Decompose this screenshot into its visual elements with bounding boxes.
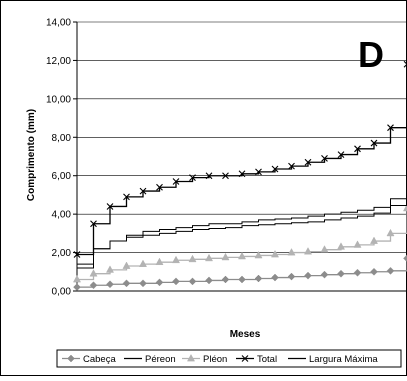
y-tick-label: 4,00 (52, 210, 72, 221)
legend: Cabeça Péreon Pléon Total Largura Máxima (57, 350, 401, 367)
legend-label-cabeca: Cabeça (83, 354, 116, 365)
y-tick-label: 6,00 (52, 171, 72, 182)
legend-label-pereon: Péreon (145, 354, 176, 365)
legend-label-largura-maxima: Largura Máxima (309, 354, 378, 365)
y-tick-label: 10,00 (46, 94, 71, 105)
y-tick-label: 14,00 (46, 18, 71, 29)
legend-label-pleon: Pléon (203, 354, 227, 365)
x-axis-label: Meses (230, 329, 261, 340)
y-tick-label: 8,00 (52, 133, 72, 144)
y-tick-label: 0,00 (52, 287, 72, 298)
y-tick-label: 12,00 (46, 56, 71, 67)
legend-label-total: Total (257, 354, 277, 365)
legend-items: Cabeça Péreon Pléon Total Largura Máxima (62, 354, 378, 365)
y-axis-label: Comprimento (mm) (26, 109, 37, 201)
panel-label: D (358, 34, 384, 75)
y-tick-label: 2,00 (52, 248, 72, 259)
